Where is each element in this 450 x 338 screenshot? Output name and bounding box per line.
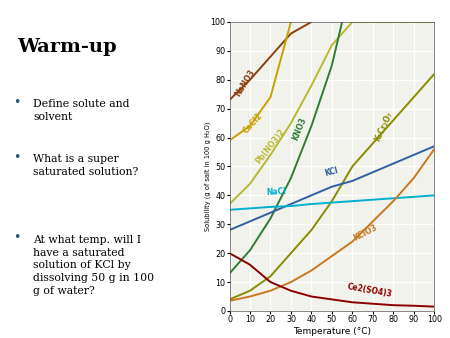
Text: KNO3: KNO3	[291, 116, 308, 142]
Text: CaCl2: CaCl2	[242, 111, 265, 135]
Text: At what temp. will I
have a saturated
solution of KCl by
dissolving 50 g in 100
: At what temp. will I have a saturated so…	[33, 235, 155, 296]
Text: What is a super
saturated solution?: What is a super saturated solution?	[33, 154, 139, 177]
X-axis label: Temperature (°C): Temperature (°C)	[293, 327, 371, 336]
Text: Solubility (g of salt in 100 g H₂O): Solubility (g of salt in 100 g H₂O)	[204, 122, 211, 231]
Text: •: •	[13, 96, 20, 109]
Text: •: •	[13, 151, 20, 164]
Text: NaCl: NaCl	[266, 188, 287, 197]
Text: •: •	[13, 232, 20, 244]
Text: Pb(NO3)2: Pb(NO3)2	[254, 127, 287, 166]
Text: Define solute and
solvent: Define solute and solvent	[33, 99, 130, 122]
Text: Warm-up: Warm-up	[17, 38, 117, 56]
Text: KCl: KCl	[324, 166, 339, 178]
Text: Ce2(SO4)3: Ce2(SO4)3	[346, 282, 392, 299]
Text: KClO3: KClO3	[352, 223, 379, 243]
Text: NaNO3: NaNO3	[234, 68, 257, 98]
Text: K₂Cr₂O₇: K₂Cr₂O₇	[373, 110, 395, 142]
